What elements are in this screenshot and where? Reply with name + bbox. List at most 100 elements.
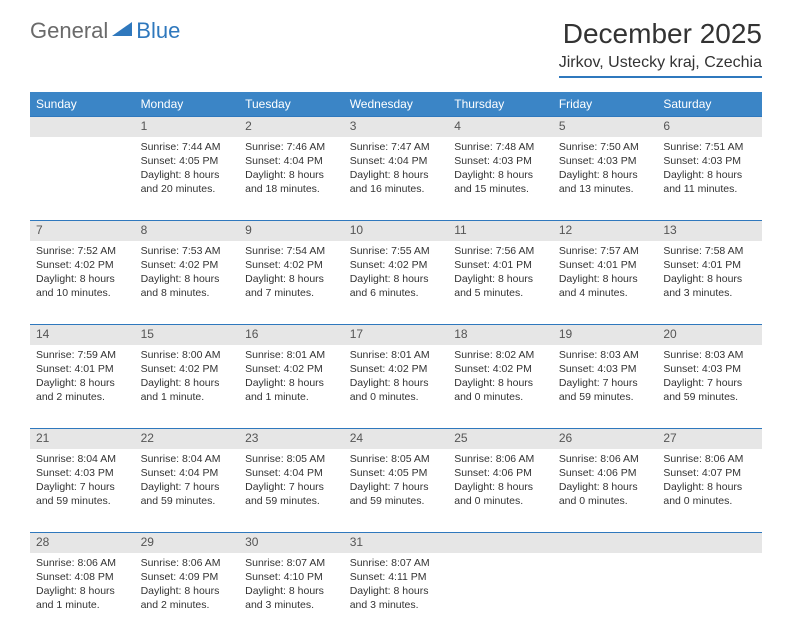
day-number: 2 <box>239 117 344 137</box>
sunset-value: 4:07 PM <box>702 467 741 479</box>
day-cell: Sunrise: 7:48 AMSunset: 4:03 PMDaylight:… <box>448 137 553 221</box>
sunset-value: 4:02 PM <box>388 259 427 271</box>
sunrise-value: 7:55 AM <box>391 245 430 257</box>
day-cell: Sunrise: 7:58 AMSunset: 4:01 PMDaylight:… <box>657 241 762 325</box>
day-details: Sunrise: 8:02 AMSunset: 4:02 PMDaylight:… <box>448 345 553 409</box>
day-number: 23 <box>239 429 344 449</box>
sunset-label: Sunset: <box>141 155 180 167</box>
day-cell: Sunrise: 8:03 AMSunset: 4:03 PMDaylight:… <box>553 345 658 429</box>
daylight-label: Daylight: <box>36 481 80 493</box>
daylight-label: Daylight: <box>350 481 394 493</box>
weekday-header-row: Sunday Monday Tuesday Wednesday Thursday… <box>30 92 762 117</box>
weekday-header: Sunday <box>30 92 135 117</box>
day-details: Sunrise: 7:48 AMSunset: 4:03 PMDaylight:… <box>448 137 553 201</box>
day-details: Sunrise: 8:01 AMSunset: 4:02 PMDaylight:… <box>344 345 449 409</box>
daylight-label: Daylight: <box>141 169 185 181</box>
day-number <box>448 533 553 553</box>
sunrise-label: Sunrise: <box>454 453 495 465</box>
sunrise-label: Sunrise: <box>36 557 77 569</box>
day-details: Sunrise: 7:50 AMSunset: 4:03 PMDaylight:… <box>553 137 658 201</box>
day-number: 7 <box>30 221 135 241</box>
sunset-value: 4:02 PM <box>179 259 218 271</box>
sunset-label: Sunset: <box>245 571 284 583</box>
week-row: Sunrise: 7:52 AMSunset: 4:02 PMDaylight:… <box>30 241 762 325</box>
sunset-value: 4:03 PM <box>702 155 741 167</box>
sunrise-label: Sunrise: <box>245 141 286 153</box>
day-details: Sunrise: 7:58 AMSunset: 4:01 PMDaylight:… <box>657 241 762 305</box>
daylight-label: Daylight: <box>350 585 394 597</box>
daylight-label: Daylight: <box>663 273 707 285</box>
sunset-label: Sunset: <box>36 363 75 375</box>
logo-triangle-icon <box>112 20 134 43</box>
header: General Blue December 2025 Jirkov, Ustec… <box>0 0 792 84</box>
sunrise-label: Sunrise: <box>454 349 495 361</box>
sunset-label: Sunset: <box>350 363 389 375</box>
day-details: Sunrise: 7:52 AMSunset: 4:02 PMDaylight:… <box>30 241 135 305</box>
day-details: Sunrise: 8:07 AMSunset: 4:10 PMDaylight:… <box>239 553 344 617</box>
sunrise-value: 8:06 AM <box>182 557 221 569</box>
daylight-label: Daylight: <box>245 481 289 493</box>
sunrise-value: 8:00 AM <box>182 349 221 361</box>
sunset-label: Sunset: <box>245 155 284 167</box>
day-cell: Sunrise: 7:51 AMSunset: 4:03 PMDaylight:… <box>657 137 762 221</box>
day-details: Sunrise: 7:57 AMSunset: 4:01 PMDaylight:… <box>553 241 658 305</box>
daylight-label: Daylight: <box>559 377 603 389</box>
calendar-body: 123456Sunrise: 7:44 AMSunset: 4:05 PMDay… <box>30 117 762 637</box>
sunrise-value: 8:03 AM <box>705 349 744 361</box>
daylight-label: Daylight: <box>559 481 603 493</box>
sunrise-value: 8:06 AM <box>600 453 639 465</box>
sunset-label: Sunset: <box>454 363 493 375</box>
sunrise-value: 7:57 AM <box>600 245 639 257</box>
sunset-label: Sunset: <box>36 571 75 583</box>
day-number: 3 <box>344 117 449 137</box>
sunrise-value: 7:53 AM <box>182 245 221 257</box>
sunset-label: Sunset: <box>350 259 389 271</box>
day-number: 12 <box>553 221 658 241</box>
sunset-value: 4:10 PM <box>284 571 323 583</box>
sunset-value: 4:01 PM <box>75 363 114 375</box>
sunrise-label: Sunrise: <box>245 245 286 257</box>
day-cell: Sunrise: 7:57 AMSunset: 4:01 PMDaylight:… <box>553 241 658 325</box>
weekday-header: Monday <box>135 92 240 117</box>
day-details: Sunrise: 8:06 AMSunset: 4:08 PMDaylight:… <box>30 553 135 617</box>
sunset-label: Sunset: <box>141 571 180 583</box>
daylight-label: Daylight: <box>454 377 498 389</box>
sunset-value: 4:02 PM <box>179 363 218 375</box>
sunset-value: 4:04 PM <box>388 155 427 167</box>
sunrise-label: Sunrise: <box>141 245 182 257</box>
sunrise-value: 7:50 AM <box>600 141 639 153</box>
sunrise-value: 8:06 AM <box>496 453 535 465</box>
calendar-table: Sunday Monday Tuesday Wednesday Thursday… <box>30 92 762 637</box>
daynum-row: 28293031 <box>30 533 762 553</box>
day-cell: Sunrise: 8:02 AMSunset: 4:02 PMDaylight:… <box>448 345 553 429</box>
sunset-value: 4:06 PM <box>493 467 532 479</box>
day-number: 18 <box>448 325 553 345</box>
day-number: 26 <box>553 429 658 449</box>
day-number <box>30 117 135 137</box>
day-number: 30 <box>239 533 344 553</box>
sunset-value: 4:06 PM <box>597 467 636 479</box>
sunset-label: Sunset: <box>559 363 598 375</box>
day-cell: Sunrise: 7:56 AMSunset: 4:01 PMDaylight:… <box>448 241 553 325</box>
sunrise-label: Sunrise: <box>454 141 495 153</box>
sunrise-value: 8:05 AM <box>391 453 430 465</box>
sunrise-value: 8:07 AM <box>391 557 430 569</box>
day-details: Sunrise: 7:51 AMSunset: 4:03 PMDaylight:… <box>657 137 762 201</box>
day-cell: Sunrise: 8:01 AMSunset: 4:02 PMDaylight:… <box>239 345 344 429</box>
sunrise-value: 7:54 AM <box>287 245 326 257</box>
day-number: 1 <box>135 117 240 137</box>
day-details: Sunrise: 7:44 AMSunset: 4:05 PMDaylight:… <box>135 137 240 201</box>
daylight-label: Daylight: <box>36 585 80 597</box>
day-number: 10 <box>344 221 449 241</box>
day-cell: Sunrise: 8:04 AMSunset: 4:04 PMDaylight:… <box>135 449 240 533</box>
sunrise-value: 8:06 AM <box>705 453 744 465</box>
day-details: Sunrise: 8:03 AMSunset: 4:03 PMDaylight:… <box>657 345 762 409</box>
sunset-value: 4:03 PM <box>597 155 636 167</box>
day-number: 21 <box>30 429 135 449</box>
sunset-value: 4:04 PM <box>284 155 323 167</box>
daylight-label: Daylight: <box>36 377 80 389</box>
day-number <box>553 533 658 553</box>
sunrise-value: 8:05 AM <box>287 453 326 465</box>
weekday-header: Saturday <box>657 92 762 117</box>
day-number: 20 <box>657 325 762 345</box>
